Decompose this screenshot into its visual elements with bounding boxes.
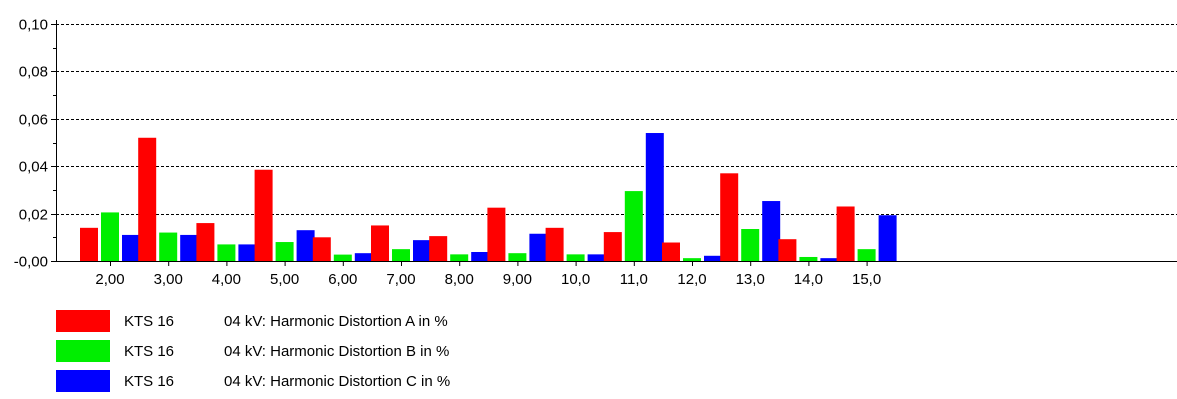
x-tick-label: 12,0 [677, 271, 706, 288]
bar-group [80, 133, 897, 261]
legend-series-desc-a: 04 kV: Harmonic Distortion A in % [224, 312, 448, 330]
bar-b [392, 249, 410, 261]
bar-a [429, 236, 448, 261]
bar-b [508, 253, 527, 261]
x-tick-label: 9,00 [503, 271, 532, 288]
bar-a [138, 137, 157, 261]
bar-b [333, 254, 352, 261]
legend-series-desc-b: 04 kV: Harmonic Distortion B in % [224, 342, 450, 360]
y-tick-label: 0,06 [19, 112, 48, 129]
bar-c [820, 258, 839, 261]
legend-series-name-b: KTS 16 [124, 342, 175, 360]
gridlines [56, 24, 1177, 215]
x-tick-label: 13,0 [736, 271, 765, 288]
y-tick-label: 0,04 [19, 159, 48, 176]
x-tick-label: 6,00 [328, 271, 357, 288]
bar-a [720, 173, 739, 261]
tick-labels: -0,00 0,02 0,04 0,06 0,08 0,10 2,00 3,00 4,00 5,0… [14, 17, 881, 289]
bar-b [683, 258, 701, 261]
legend-swatch-b [56, 340, 110, 362]
x-tick-label: 7,00 [386, 271, 415, 288]
axes [51, 20, 1177, 266]
x-tick-label: 5,00 [270, 271, 299, 288]
bar-b [101, 212, 119, 261]
bar-c [122, 234, 140, 261]
bar-c [238, 244, 257, 261]
bar-c [471, 251, 490, 261]
legend-item-a: KTS 16 04 kV: Harmonic Distortion A in % [56, 306, 450, 336]
bar-b [275, 242, 294, 261]
bar-c [878, 215, 897, 261]
bar-b [566, 254, 585, 261]
x-tick-label: 3,00 [154, 271, 183, 288]
legend-swatch-a [56, 310, 110, 332]
bar-c [762, 201, 781, 261]
bar-c [529, 233, 548, 261]
bar-c [180, 234, 199, 261]
bar-a [603, 232, 622, 261]
x-tick-label: 4,00 [212, 271, 241, 288]
legend-item-c: KTS 16 04 kV: Harmonic Distortion C in % [56, 366, 450, 396]
y-tick-label: 0,02 [19, 207, 48, 224]
bar-b [857, 249, 876, 261]
bar-a [80, 227, 98, 261]
bar-a [312, 237, 331, 261]
bar-c [587, 254, 606, 261]
legend-item-b: KTS 16 04 kV: Harmonic Distortion B in % [56, 336, 450, 366]
x-tick-label: 8,00 [445, 271, 474, 288]
x-tick-label: 14,0 [794, 271, 823, 288]
bar-c [296, 230, 315, 261]
harmonic-distortion-chart: -0,00 0,02 0,04 0,06 0,08 0,10 2,00 3,00 4,00 5,0… [14, 17, 1177, 289]
x-tick-label: 15,0 [852, 271, 881, 288]
bar-b [217, 244, 236, 261]
bar-a [487, 207, 506, 261]
bar-a [371, 225, 389, 261]
bar-a [662, 242, 680, 261]
bar-c [704, 255, 722, 261]
bar-a [196, 223, 215, 261]
bar-c [645, 133, 664, 261]
bar-a [545, 227, 564, 261]
x-tick-label: 11,0 [620, 271, 648, 288]
bar-b [159, 232, 178, 261]
y-tick-label: 0,08 [19, 64, 48, 81]
bar-b [624, 191, 643, 261]
x-tick-label: 10,0 [561, 271, 590, 288]
bar-a [778, 239, 797, 261]
bar-a [254, 169, 273, 261]
legend-series-desc-c: 04 kV: Harmonic Distortion C in % [224, 372, 451, 390]
bar-b [450, 254, 469, 261]
legend-swatch-c [56, 370, 110, 392]
legend: KTS 16 04 kV: Harmonic Distortion A in %… [56, 306, 450, 396]
legend-series-name-c: KTS 16 [124, 372, 175, 390]
bar-b [741, 229, 760, 261]
bar-c [413, 240, 431, 261]
bar-b [799, 256, 818, 261]
y-tick-label: -0,00 [14, 254, 48, 271]
bar-a [836, 206, 855, 261]
y-tick-label: 0,10 [19, 17, 48, 34]
bar-c [354, 253, 373, 261]
x-tick-label: 2,00 [95, 271, 124, 288]
legend-series-name-a: KTS 16 [124, 312, 175, 330]
